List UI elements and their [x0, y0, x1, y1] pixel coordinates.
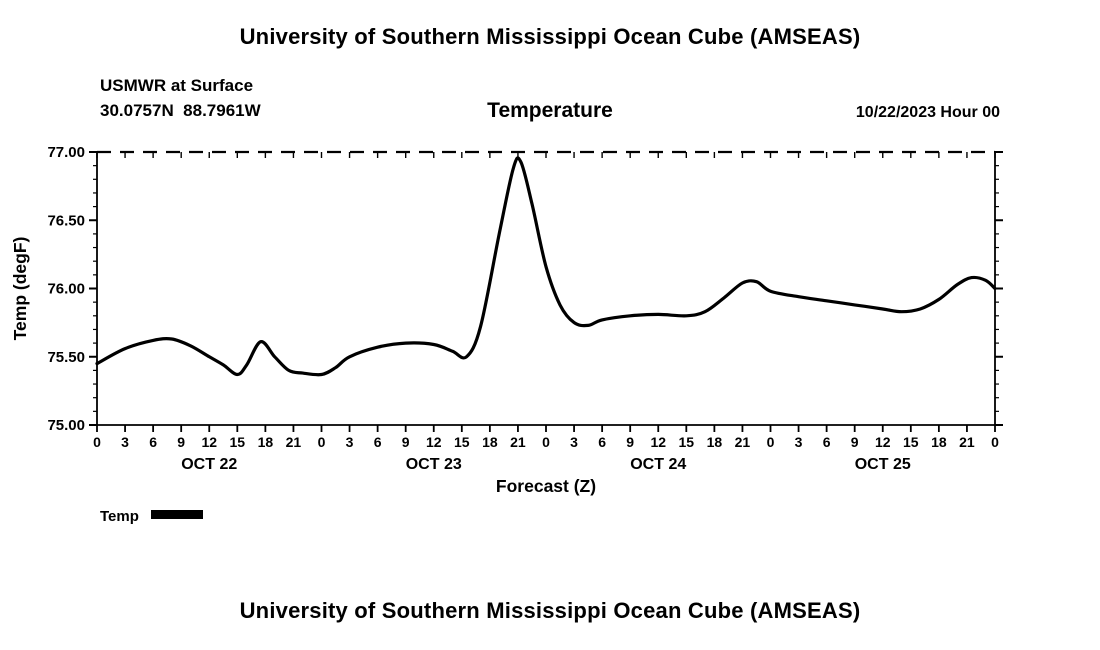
x-tick-label: 12: [426, 434, 442, 450]
x-tick-label: 3: [795, 434, 803, 450]
x-tick-label: 0: [318, 434, 326, 450]
x-tick-label: 15: [454, 434, 470, 450]
x-tick-label: 21: [959, 434, 975, 450]
x-tick-label: 15: [230, 434, 246, 450]
legend-label: Temp: [100, 508, 139, 525]
x-tick-label: 18: [707, 434, 723, 450]
page-title: University of Southern Mississippi Ocean…: [239, 24, 861, 49]
x-tick-label: 0: [542, 434, 550, 450]
x-tick-label: 12: [201, 434, 217, 450]
x-tick-label: 12: [875, 434, 891, 450]
x-tick-label: 6: [374, 434, 382, 450]
x-tick-label: 3: [570, 434, 578, 450]
x-tick-label: 9: [851, 434, 859, 450]
temp-series-line: [95, 156, 997, 377]
x-tick-label: 18: [482, 434, 498, 450]
y-axis-title: Temp (degF): [10, 237, 30, 341]
x-tick-label: 0: [767, 434, 775, 450]
x-tick-label: 6: [823, 434, 831, 450]
legend: Temp: [100, 508, 203, 525]
x-tick-label: 18: [931, 434, 947, 450]
x-tick-label: 15: [903, 434, 919, 450]
x-tick-label: 21: [510, 434, 526, 450]
station-coordinates: 30.0757N 88.7961W: [100, 101, 261, 120]
plot-frame: [96, 152, 996, 426]
y-tick-label: 76.00: [47, 281, 85, 298]
x-tick-label: 3: [346, 434, 354, 450]
chart-title: Temperature: [487, 99, 613, 122]
x-axis-title: Forecast (Z): [496, 476, 596, 496]
temperature-chart: 75.00 75.50 76.00 76.50 77.00 0 3 6 9 12 15 18 21 0 3 6…: [10, 144, 1003, 496]
x-tick-label: 0: [991, 434, 999, 450]
x-tick-label: 6: [598, 434, 606, 450]
x-tick-label: 21: [735, 434, 751, 450]
y-tick-label: 76.50: [47, 212, 85, 229]
x-tick-label: 6: [149, 434, 157, 450]
station-label: USMWR at Surface: [100, 76, 254, 95]
x-day-label: OCT 23: [406, 456, 462, 473]
x-tick-label: 9: [177, 434, 185, 450]
x-tick-label: 15: [679, 434, 695, 450]
y-tick-label: 75.50: [47, 349, 85, 366]
y-tick-label: 77.00: [47, 144, 85, 161]
x-day-label: OCT 25: [855, 456, 911, 473]
datetime-label: 10/22/2023 Hour 00: [855, 104, 1000, 121]
x-day-label: OCT 22: [181, 456, 237, 473]
footer-title: University of Southern Mississippi Ocean…: [239, 598, 861, 623]
x-tick-label: 0: [93, 434, 101, 450]
x-day-label: OCT 24: [630, 456, 686, 473]
x-tick-label: 12: [650, 434, 666, 450]
x-tick-label: 18: [258, 434, 274, 450]
y-tick-label: 75.00: [47, 417, 85, 434]
x-tick-label: 9: [402, 434, 410, 450]
legend-swatch: [150, 510, 203, 519]
x-tick-label: 9: [626, 434, 634, 450]
x-tick-label: 21: [286, 434, 302, 450]
x-tick-label: 3: [121, 434, 129, 450]
